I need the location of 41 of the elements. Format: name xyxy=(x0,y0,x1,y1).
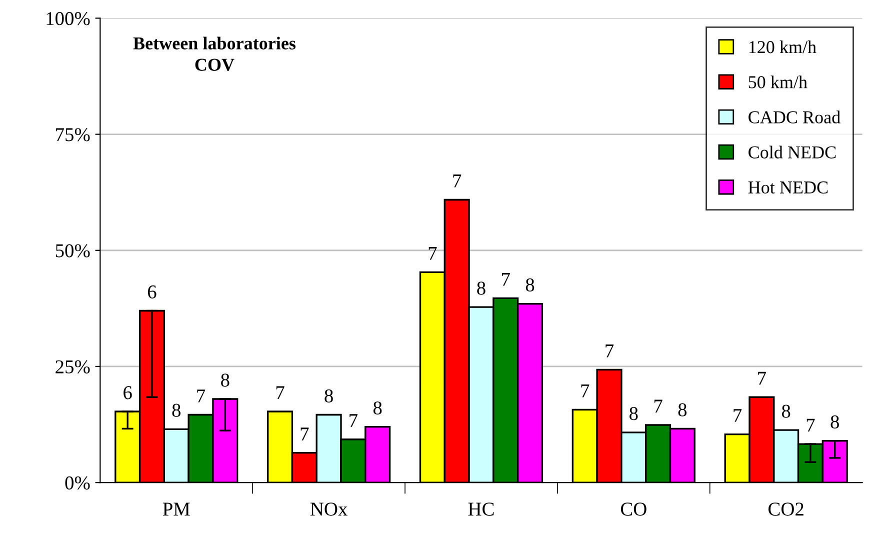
legend-label: 120 km/h xyxy=(749,40,816,54)
annotation: 7 xyxy=(453,174,462,188)
legend-label: Hot NEDC xyxy=(748,181,828,194)
annotation: 6 xyxy=(148,285,156,298)
x-tick-label: NOx xyxy=(310,502,348,516)
annotation: 7 xyxy=(428,247,437,260)
annotation: 8 xyxy=(477,282,486,295)
annotation: 8 xyxy=(678,403,687,416)
annotation: 8 xyxy=(172,404,180,417)
annotation: 7 xyxy=(350,414,358,427)
legend-label: CADC Road xyxy=(748,110,840,124)
annotation: 7 xyxy=(654,400,662,413)
y-tick-label: 75% xyxy=(56,128,90,142)
legend-label: Cold NEDC xyxy=(748,146,836,158)
annotation: 7 xyxy=(300,428,309,440)
annotation: 6 xyxy=(124,386,132,400)
annotation: 7 xyxy=(197,390,206,402)
annotation: 7 xyxy=(276,386,284,400)
text: Between laboratories COV xyxy=(133,36,296,71)
annotation: 7 xyxy=(581,384,590,398)
x-tick-label: HC xyxy=(468,502,494,516)
annotation: 7 xyxy=(758,372,766,385)
annotation: 8 xyxy=(830,415,839,428)
annotation: 8 xyxy=(373,401,382,415)
annotation: 7 xyxy=(734,409,742,422)
x-tick-label: CO2 xyxy=(768,502,804,516)
annotation: 7 xyxy=(606,344,614,358)
y-tick-label: 100% xyxy=(46,12,90,26)
x-tick-label: CO xyxy=(620,502,646,516)
y-tick-label: 25% xyxy=(56,360,90,374)
annotation: 7 xyxy=(806,418,815,432)
annotation: 8 xyxy=(782,404,790,418)
annotation: 8 xyxy=(221,374,230,387)
legend-label: 50 km/h xyxy=(748,76,808,88)
annotation: 8 xyxy=(630,407,638,420)
y-tick-label: 50% xyxy=(56,244,90,258)
annotation: 8 xyxy=(526,278,534,292)
x-tick-label: PM xyxy=(162,502,190,516)
annotation: 7 xyxy=(502,273,510,286)
annotation: 8 xyxy=(324,389,333,402)
y-tick-label: 0% xyxy=(65,476,90,490)
